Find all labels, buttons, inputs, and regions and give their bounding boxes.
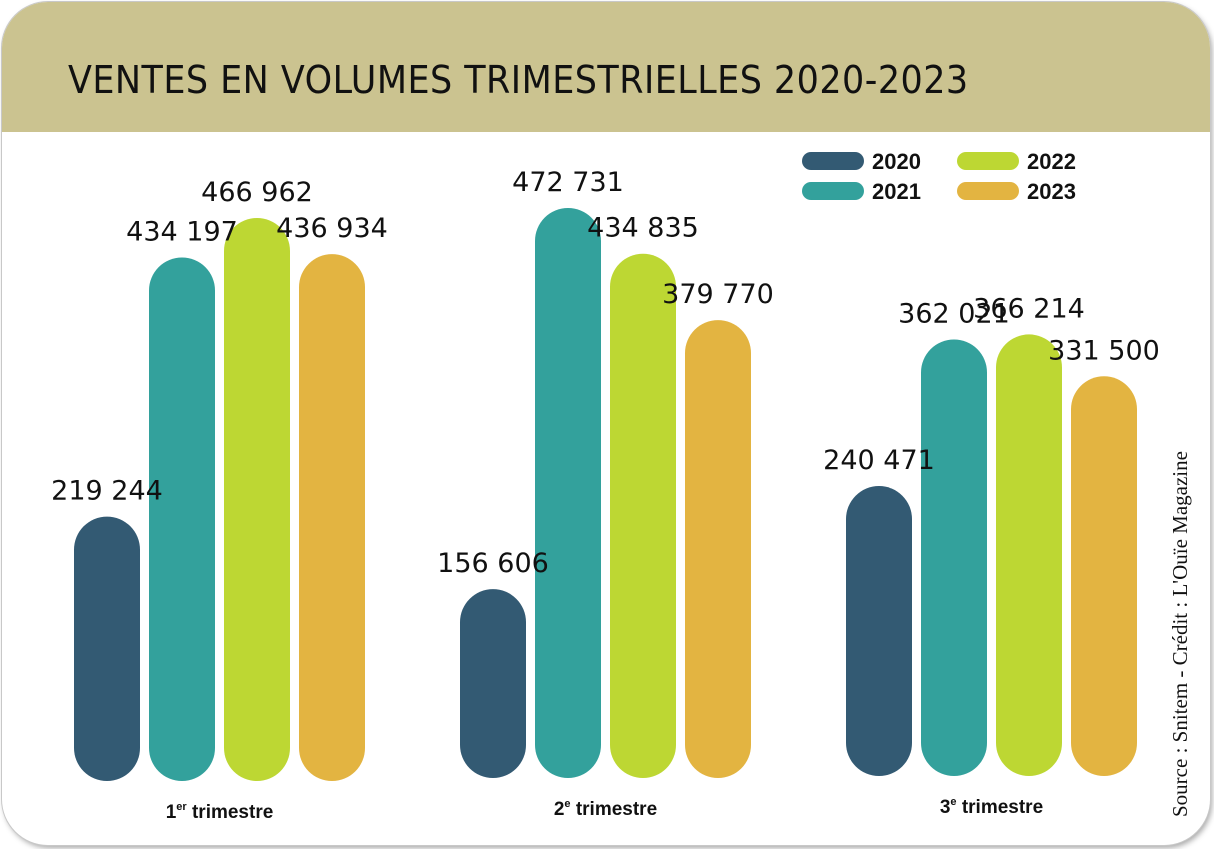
value-label-q1-2020: 219 244 [51, 476, 163, 507]
value-label-q2-2022: 434 835 [587, 213, 699, 244]
value-label-q3-2022: 366 214 [973, 293, 1085, 324]
bar-q3-2020 [846, 486, 912, 776]
value-label-q2-2023: 379 770 [662, 279, 774, 310]
bar-q2-2021 [535, 208, 601, 778]
bar-q2-2023 [685, 320, 751, 778]
bar-q3-2023 [1071, 376, 1137, 776]
legend-swatch-2023 [957, 182, 1019, 200]
legend-label-2021: 2021 [872, 179, 921, 204]
quarter-label-3: 3e trimestre [940, 796, 1043, 818]
bar-q2-2022 [610, 253, 676, 778]
source-credit: Source : Snitem - Crédit : L'Ouïe Magazi… [1168, 451, 1192, 817]
bar-q2-2020 [460, 589, 526, 778]
bar-q3-2021 [921, 339, 987, 776]
value-label-q2-2020: 156 606 [437, 548, 549, 579]
value-label-q3-2021: 362 021 [898, 298, 1010, 329]
labels-layer: 219 244 434 197 466 962 436 934 1er trimestr… [51, 167, 1160, 823]
value-label-q3-2020: 240 471 [823, 445, 935, 476]
bar-q1-2021 [149, 257, 215, 781]
bar-q1-2023 [299, 254, 365, 781]
legend-swatch-2020 [802, 152, 864, 170]
legend: 2020 2021 2022 2023 [802, 149, 1076, 204]
legend-label-2022: 2022 [1027, 149, 1076, 174]
value-label-q3-2023: 331 500 [1048, 335, 1160, 366]
bar-q3-2022 [996, 334, 1062, 776]
legend-swatch-2022 [957, 152, 1019, 170]
bar-q1-2022 [224, 217, 290, 781]
value-label-q2-2021: 472 731 [512, 167, 624, 198]
bar-q1-2020 [74, 516, 140, 781]
quarter-label-1: 1er trimestre [166, 801, 274, 823]
legend-label-2020: 2020 [872, 149, 921, 174]
value-label-q1-2021: 434 197 [126, 216, 238, 247]
value-label-q1-2022: 466 962 [201, 177, 313, 208]
quarter-label-2: 2e trimestre [554, 798, 657, 820]
title-band [2, 2, 1210, 132]
legend-swatch-2021 [802, 182, 864, 200]
chart-title: VENTES EN VOLUMES TRIMESTRIELLES 2020-20… [68, 58, 969, 102]
value-label-q1-2023: 436 934 [276, 213, 388, 244]
legend-label-2023: 2023 [1027, 179, 1076, 204]
bars-layer [74, 208, 1137, 781]
